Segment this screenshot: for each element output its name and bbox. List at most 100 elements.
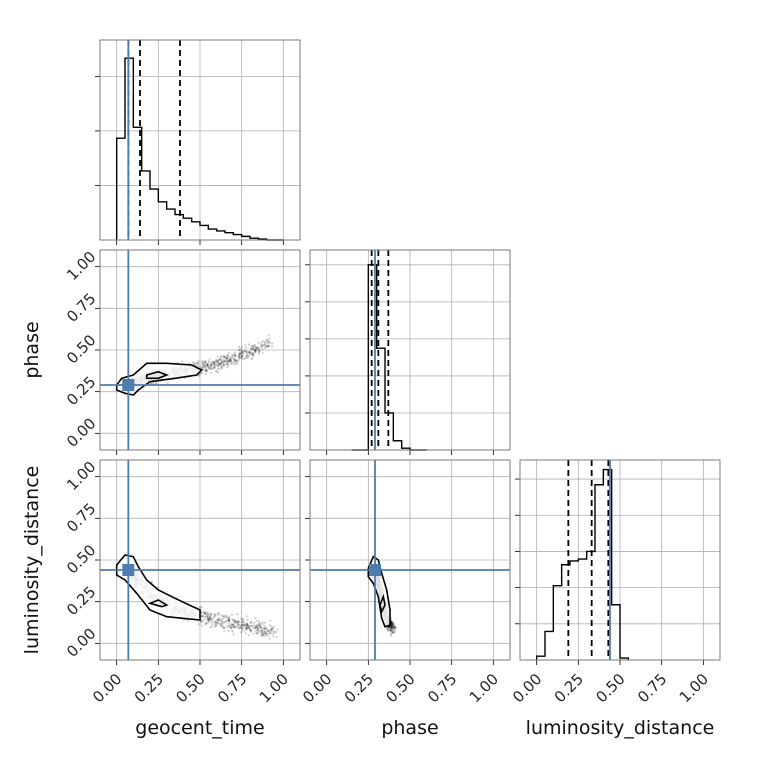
sample-point (247, 343, 250, 346)
sample-point (203, 610, 206, 614)
x-tick-label: 1.00 (466, 670, 502, 706)
sample-point (256, 346, 260, 349)
sample-point (219, 624, 222, 628)
sample-point (237, 624, 240, 627)
sample-point (245, 354, 248, 357)
sample-point (253, 349, 256, 352)
sample-point (221, 622, 224, 625)
sample-point (267, 345, 270, 348)
sample-point (231, 353, 234, 356)
sample-point (203, 618, 206, 621)
sample-point (228, 615, 231, 618)
sample-point (224, 362, 227, 366)
sample-point (226, 356, 229, 360)
sample-point (274, 630, 278, 634)
sample-point (225, 355, 228, 358)
sample-point (202, 362, 205, 366)
sample-point (229, 359, 232, 362)
sample-point (204, 369, 207, 372)
sample-point (271, 342, 274, 345)
x-tick-label: 1.00 (676, 670, 712, 706)
sample-point (220, 355, 223, 358)
sample-point (214, 614, 217, 617)
sample-point (237, 358, 240, 361)
sample-point (209, 618, 212, 621)
sample-point (261, 633, 264, 636)
sample-point (213, 363, 216, 366)
sample-point (248, 351, 251, 354)
sample-point (257, 624, 261, 627)
sample-point (202, 366, 205, 369)
y-tick-label: 1.00 (63, 458, 99, 494)
sample-point (209, 621, 212, 624)
sample-point (255, 620, 258, 623)
sample-point (211, 361, 214, 364)
sample-point (217, 360, 220, 363)
sample-point (205, 612, 208, 616)
sample-point (389, 633, 392, 636)
sample-point (233, 353, 236, 356)
sample-point (212, 362, 215, 365)
sample-point (245, 356, 248, 359)
sample-point (209, 365, 213, 368)
sample-point (205, 364, 208, 367)
sample-point (226, 362, 229, 365)
x-tick-label: 0.00 (509, 670, 545, 706)
sample-point (214, 363, 217, 367)
x-tick-label: 0.00 (89, 670, 125, 706)
sample-point (240, 354, 244, 357)
sample-point (261, 345, 264, 348)
sample-point (212, 366, 215, 369)
sample-point (233, 354, 236, 357)
sample-point (240, 351, 244, 355)
sample-point (231, 618, 234, 621)
sample-point (217, 619, 220, 622)
sample-point (225, 359, 228, 362)
sample-point (265, 627, 268, 630)
sample-point (192, 362, 195, 365)
sample-point (268, 631, 271, 634)
sample-point (240, 349, 243, 352)
sample-point (268, 629, 271, 632)
sample-point (266, 338, 269, 341)
sample-point (207, 365, 210, 368)
sample-point (218, 622, 221, 625)
sample-point (211, 368, 214, 371)
sample-point (257, 348, 260, 351)
sample-point (233, 360, 236, 363)
y-tick-label: 1.00 (63, 248, 99, 284)
sample-point (211, 364, 214, 367)
sample-point (210, 362, 213, 365)
sample-point (219, 363, 223, 366)
sample-point (272, 635, 275, 638)
sample-point (270, 627, 273, 631)
sample-point (242, 630, 245, 633)
sample-point (218, 358, 221, 361)
y-axis-title-phase: phase (21, 321, 43, 378)
sample-point (269, 632, 272, 635)
sample-point (201, 366, 204, 369)
sample-point (261, 623, 264, 626)
sample-point (261, 630, 264, 633)
sample-point (215, 621, 218, 624)
sample-point (265, 338, 268, 341)
y-axis-title-luminosity-distance: luminosity_distance (21, 466, 43, 655)
sample-point (391, 624, 394, 627)
sample-point (250, 357, 253, 360)
sample-point (231, 623, 235, 626)
sample-point (244, 623, 247, 626)
sample-point (216, 363, 219, 366)
sample-point (223, 360, 227, 363)
sample-point (218, 357, 222, 360)
sample-point (209, 366, 212, 370)
sample-point (237, 354, 240, 357)
sample-point (246, 622, 249, 626)
sample-point (390, 628, 393, 631)
sample-point (250, 624, 253, 628)
sample-point (262, 627, 266, 630)
sample-point (231, 626, 234, 629)
sample-point (216, 359, 219, 362)
sample-point (230, 623, 234, 626)
sample-point (254, 626, 257, 629)
sample-point (205, 363, 208, 366)
